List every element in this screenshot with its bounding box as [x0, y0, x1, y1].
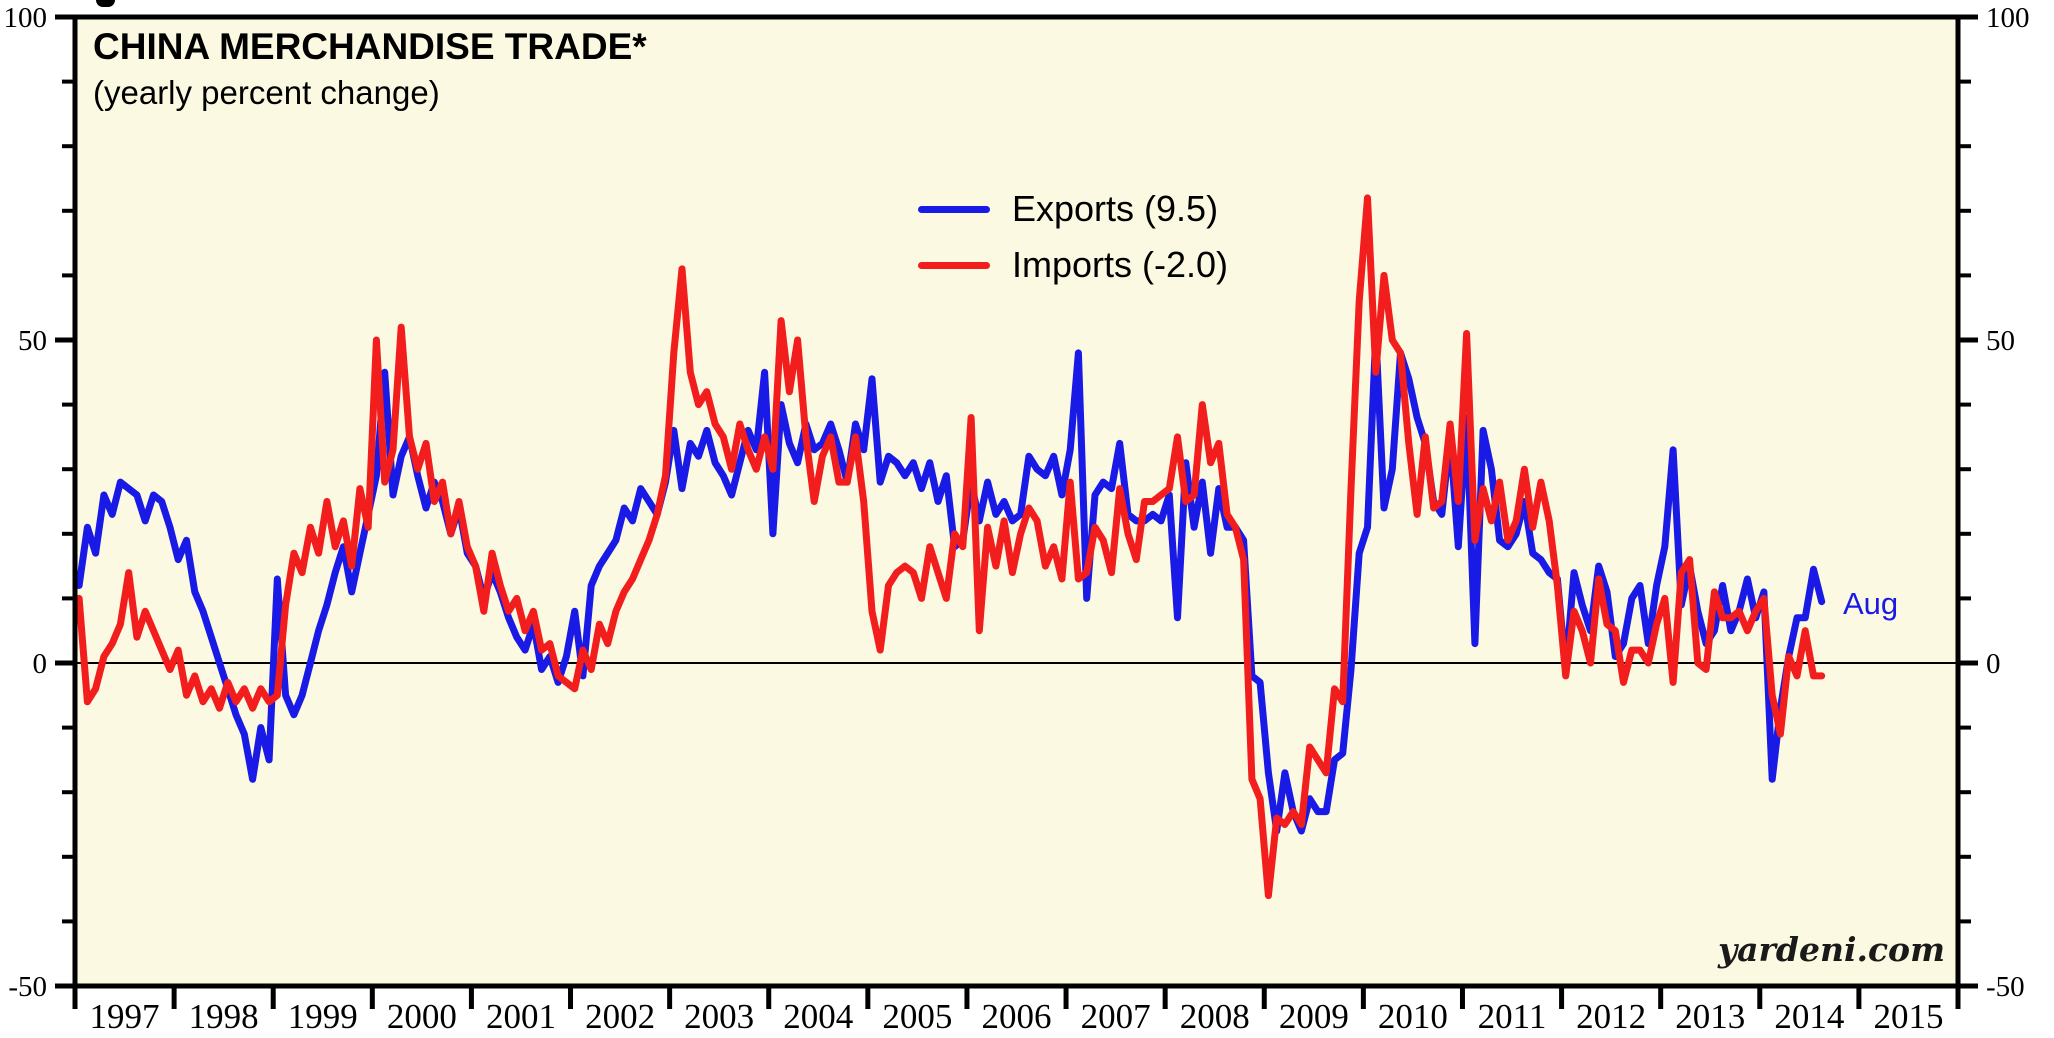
chart-subtitle: (yearly percent change) — [93, 74, 440, 111]
x-year-label: 2009 — [1279, 997, 1349, 1036]
legend-item-imports: Imports (-2.0) — [918, 242, 1228, 288]
legend-label-exports: Exports (9.5) — [1012, 188, 1219, 229]
cropped-text-fragment — [96, 0, 115, 7]
x-year-label: 1999 — [288, 997, 358, 1036]
plot-area-background — [75, 17, 1958, 986]
left-y-tick-label: -50 — [8, 971, 47, 1003]
imports-series-line — [75, 194, 1826, 900]
right-y-tick-label: -50 — [1986, 971, 2025, 1003]
imports-line-swatch — [918, 261, 990, 269]
x-year-label: 2015 — [1873, 997, 1943, 1036]
x-year-label: 2010 — [1378, 997, 1448, 1036]
x-year-label: 1997 — [90, 997, 160, 1036]
right-y-tick-label: 100 — [1986, 2, 2030, 34]
left-y-tick-label: 50 — [18, 325, 47, 357]
x-year-label: 2001 — [486, 997, 556, 1036]
legend: Exports (9.5) Imports (-2.0) — [918, 186, 1228, 298]
x-year-label: 2003 — [684, 997, 754, 1036]
x-year-label: 2006 — [982, 997, 1052, 1036]
x-year-label: 2007 — [1081, 997, 1151, 1036]
x-year-label: 1998 — [189, 997, 259, 1036]
legend-item-exports: Exports (9.5) — [918, 186, 1228, 232]
plot-frame — [72, 14, 1961, 989]
x-year-label: 2013 — [1675, 997, 1745, 1036]
x-year-label: 2005 — [882, 997, 952, 1036]
right-y-tick-label: 0 — [1986, 648, 2001, 680]
x-year-label: 2012 — [1576, 997, 1646, 1036]
aug-annotation: Aug — [1843, 586, 1899, 621]
x-year-label: 2000 — [387, 997, 457, 1036]
right-y-tick-label: 50 — [1986, 325, 2015, 357]
exports-line-swatch — [918, 205, 990, 213]
chart-header: CHINA MERCHANDISE TRADE* (yearly percent… — [93, 26, 647, 112]
x-year-label: 2014 — [1774, 997, 1844, 1036]
chart-title: CHINA MERCHANDISE TRADE* — [93, 26, 647, 67]
x-year-label: 2011 — [1478, 997, 1547, 1036]
left-y-tick-label: 100 — [4, 2, 48, 34]
legend-label-imports: Imports (-2.0) — [1012, 244, 1229, 285]
yardeni-watermark: yardeni.com — [1717, 930, 1945, 969]
x-year-label: 2004 — [783, 997, 853, 1036]
x-year-label: 2002 — [585, 997, 655, 1036]
left-y-tick-label: 0 — [33, 648, 48, 680]
x-year-label: 2008 — [1180, 997, 1250, 1036]
